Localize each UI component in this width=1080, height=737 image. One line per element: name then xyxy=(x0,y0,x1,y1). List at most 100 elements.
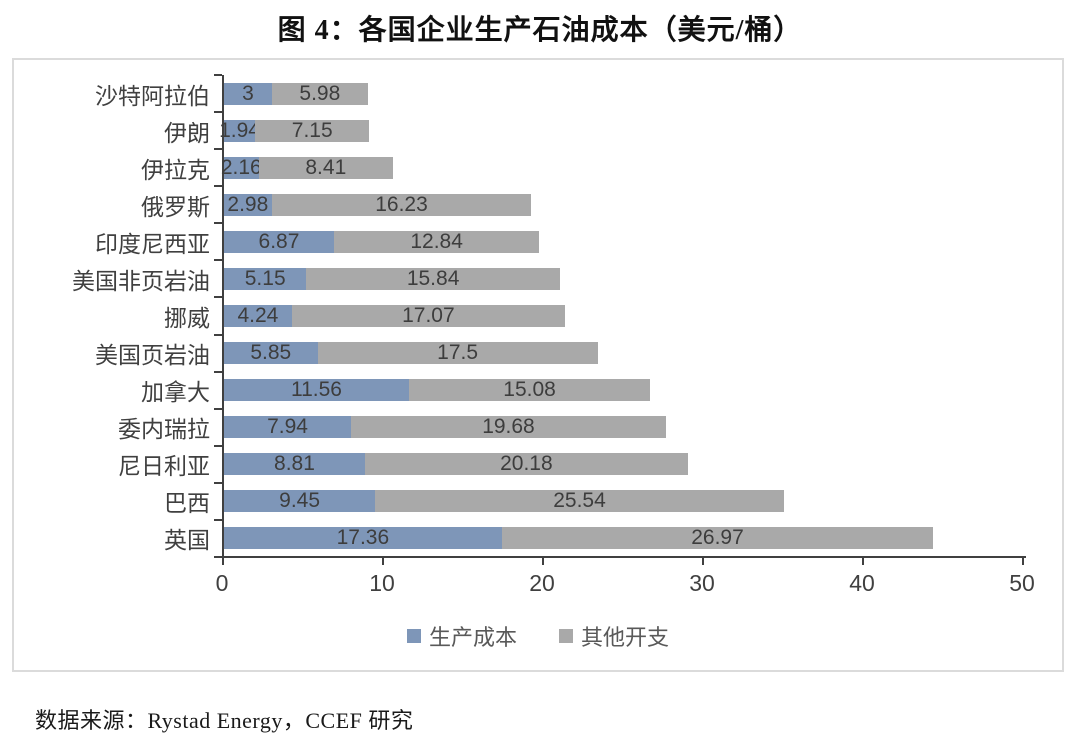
x-axis-tick-label: 20 xyxy=(529,570,555,596)
segment-value-label: 15.08 xyxy=(503,378,556,402)
x-axis-tick-label: 50 xyxy=(1009,570,1035,596)
category-label: 巴西 xyxy=(164,490,210,517)
segment-value-label: 8.81 xyxy=(274,452,315,476)
y-axis-tick xyxy=(214,556,222,558)
segment-value-label: 3 xyxy=(242,81,254,105)
bar-segment-production-cost: 17.36 xyxy=(224,526,502,550)
segment-value-label: 17.07 xyxy=(402,304,455,327)
y-axis-tick xyxy=(214,333,222,336)
legend-swatch-production-cost xyxy=(406,629,421,643)
bar-segment-other-expenses: 12.84 xyxy=(333,229,540,253)
segment-value-label: 25.54 xyxy=(553,489,606,513)
legend-label-other-expenses: 其他开支 xyxy=(581,625,670,650)
segment-value-label: 17.36 xyxy=(336,526,390,550)
bar-segment-production-cost: 5.15 xyxy=(224,266,307,290)
segment-value-label: 8.41 xyxy=(305,155,347,179)
bar-segment-other-expenses: 7.15 xyxy=(255,118,370,142)
bar-segment-other-expenses: 16.23 xyxy=(271,193,532,216)
x-axis-tick-label: 0 xyxy=(215,570,229,596)
segment-value-label: 5.85 xyxy=(250,341,292,365)
category-label: 沙特阿拉伯 xyxy=(95,82,210,109)
legend-swatch-other-expenses xyxy=(559,629,573,643)
segment-value-label: 9.45 xyxy=(279,489,321,513)
page-title: 图 4：各国企业生产石油成本（美元/桶） xyxy=(277,15,803,46)
x-axis-tick xyxy=(702,558,704,565)
segment-value-label: 12.84 xyxy=(410,229,463,253)
y-axis-tick xyxy=(214,111,222,114)
y-axis-tick xyxy=(214,518,222,521)
bar-segment-production-cost: 3 xyxy=(224,81,272,105)
bar-segment-production-cost: 8.81 xyxy=(224,452,365,476)
chart-frame: 3 5.98 1.94 7.15 2.16 8.41 2.98 16.23 6.87 12.84 5… xyxy=(12,58,1064,672)
category-label: 美国非页岩油 xyxy=(72,267,210,294)
y-axis-line xyxy=(222,75,224,558)
x-axis-tick xyxy=(862,558,864,565)
segment-value-label: 20.18 xyxy=(500,452,553,476)
category-label: 英国 xyxy=(164,527,210,554)
legend-label-production-cost: 生产成本 xyxy=(428,625,517,650)
bar-segment-production-cost: 2.16 xyxy=(220,155,262,179)
segment-value-label: 6.87 xyxy=(258,229,300,253)
bar-segment-production-cost: 2.98 xyxy=(224,192,272,216)
y-axis-tick xyxy=(214,481,222,484)
legend-item-production-cost: 生产成本 xyxy=(406,620,517,652)
source-note: 数据来源：Rystad Energy，CCEF 研究 xyxy=(35,708,414,733)
y-axis-tick xyxy=(214,222,222,225)
x-axis-tick-label: 30 xyxy=(689,570,715,596)
x-axis-line xyxy=(214,556,1026,558)
bar-segment-production-cost: 5.85 xyxy=(224,341,318,365)
x-axis-tick xyxy=(542,558,544,565)
bar-segment-production-cost: 1.94 xyxy=(219,119,260,142)
bar-segment-other-expenses: 19.68 xyxy=(351,415,666,439)
bar-segment-production-cost: 7.94 xyxy=(224,415,352,439)
bar-segment-other-expenses: 5.98 xyxy=(272,81,368,105)
segment-value-label: 11.56 xyxy=(290,378,342,402)
category-label: 委内瑞拉 xyxy=(118,416,210,443)
bar-segment-production-cost: 4.24 xyxy=(224,305,292,327)
category-label: 加拿大 xyxy=(141,379,210,406)
segment-value-label: 26.97 xyxy=(691,526,744,550)
plot-area: 3 5.98 1.94 7.15 2.16 8.41 2.98 16.23 6.87 12.84 5… xyxy=(14,60,1062,670)
category-label: 俄罗斯 xyxy=(141,193,210,220)
bar-segment-other-expenses: 15.08 xyxy=(408,378,651,402)
segment-value-label: 5.15 xyxy=(244,266,286,290)
x-axis-tick-label: 10 xyxy=(369,570,395,596)
segment-value-label: 5.98 xyxy=(299,81,341,105)
x-axis-tick xyxy=(1022,558,1024,565)
x-axis-tick-label: 40 xyxy=(849,570,875,596)
segment-value-label: 7.15 xyxy=(291,118,333,142)
category-label: 伊朗 xyxy=(164,119,210,146)
category-label: 印度尼西亚 xyxy=(95,230,210,257)
bar-segment-other-expenses: 26.97 xyxy=(501,526,934,550)
segment-value-label: 15.84 xyxy=(406,266,460,290)
legend-item-other-expenses: 其他开支 xyxy=(559,620,669,652)
category-label: 尼日利亚 xyxy=(118,453,210,480)
x-axis-tick xyxy=(222,558,224,565)
y-axis-tick xyxy=(214,296,222,299)
segment-value-label: 4.24 xyxy=(237,304,279,327)
y-axis-tick xyxy=(214,259,222,262)
y-axis-tick xyxy=(214,370,222,373)
bar-segment-other-expenses: 15.84 xyxy=(306,266,560,290)
bar-segment-other-expenses: 25.54 xyxy=(375,489,784,513)
x-axis-tick xyxy=(382,558,384,565)
segment-value-label: 1.94 xyxy=(219,118,260,142)
chart-legend: 生产成本 其他开支 xyxy=(14,620,1062,652)
segment-value-label: 7.94 xyxy=(267,415,308,439)
bar-segment-other-expenses: 20.18 xyxy=(364,452,688,476)
segment-value-label: 2.98 xyxy=(227,192,269,216)
bar-segment-other-expenses: 8.41 xyxy=(258,155,394,179)
y-axis-tick xyxy=(214,444,222,447)
y-axis-tick xyxy=(214,407,222,410)
segment-value-label: 2.16 xyxy=(220,155,262,179)
category-label: 伊拉克 xyxy=(141,156,210,183)
category-label: 美国页岩油 xyxy=(95,342,210,369)
bar-segment-other-expenses: 17.5 xyxy=(317,341,598,365)
segment-value-label: 17.5 xyxy=(437,341,479,365)
bar-segment-production-cost: 6.87 xyxy=(224,229,334,253)
segment-value-label: 19.68 xyxy=(482,415,535,439)
category-label: 挪威 xyxy=(164,304,210,331)
bar-segment-other-expenses: 17.07 xyxy=(291,304,565,327)
y-axis-tick xyxy=(214,148,222,151)
y-axis-tick xyxy=(214,74,222,76)
